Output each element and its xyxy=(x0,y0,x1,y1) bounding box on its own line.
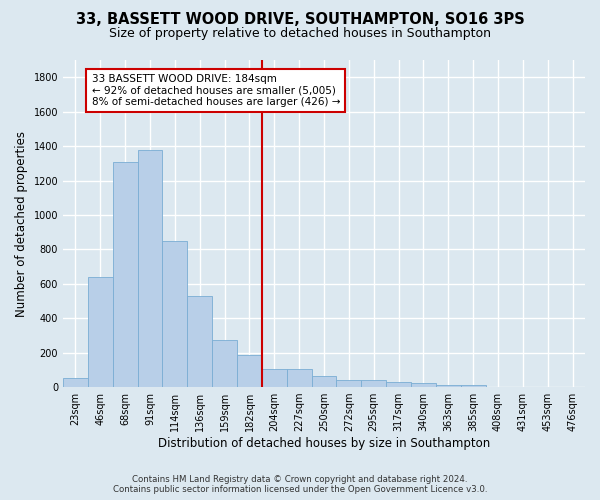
Bar xyxy=(436,384,461,387)
X-axis label: Distribution of detached houses by size in Southampton: Distribution of detached houses by size … xyxy=(158,437,490,450)
Bar xyxy=(237,355,262,387)
Text: Size of property relative to detached houses in Southampton: Size of property relative to detached ho… xyxy=(109,28,491,40)
Bar xyxy=(63,378,88,387)
Bar xyxy=(187,296,212,387)
Bar xyxy=(311,376,337,387)
Bar xyxy=(88,277,113,387)
Text: 33 BASSETT WOOD DRIVE: 184sqm
← 92% of detached houses are smaller (5,005)
8% of: 33 BASSETT WOOD DRIVE: 184sqm ← 92% of d… xyxy=(92,74,340,107)
Bar xyxy=(113,162,137,387)
Bar xyxy=(163,241,187,387)
Text: 33, BASSETT WOOD DRIVE, SOUTHAMPTON, SO16 3PS: 33, BASSETT WOOD DRIVE, SOUTHAMPTON, SO1… xyxy=(76,12,524,28)
Bar xyxy=(137,150,163,387)
Bar xyxy=(386,382,411,387)
Bar xyxy=(411,383,436,387)
Bar xyxy=(461,384,485,387)
Y-axis label: Number of detached properties: Number of detached properties xyxy=(15,130,28,316)
Bar xyxy=(287,369,311,387)
Bar xyxy=(337,380,361,387)
Bar xyxy=(361,380,386,387)
Bar xyxy=(262,369,287,387)
Text: Contains HM Land Registry data © Crown copyright and database right 2024.
Contai: Contains HM Land Registry data © Crown c… xyxy=(113,474,487,494)
Bar xyxy=(212,340,237,387)
